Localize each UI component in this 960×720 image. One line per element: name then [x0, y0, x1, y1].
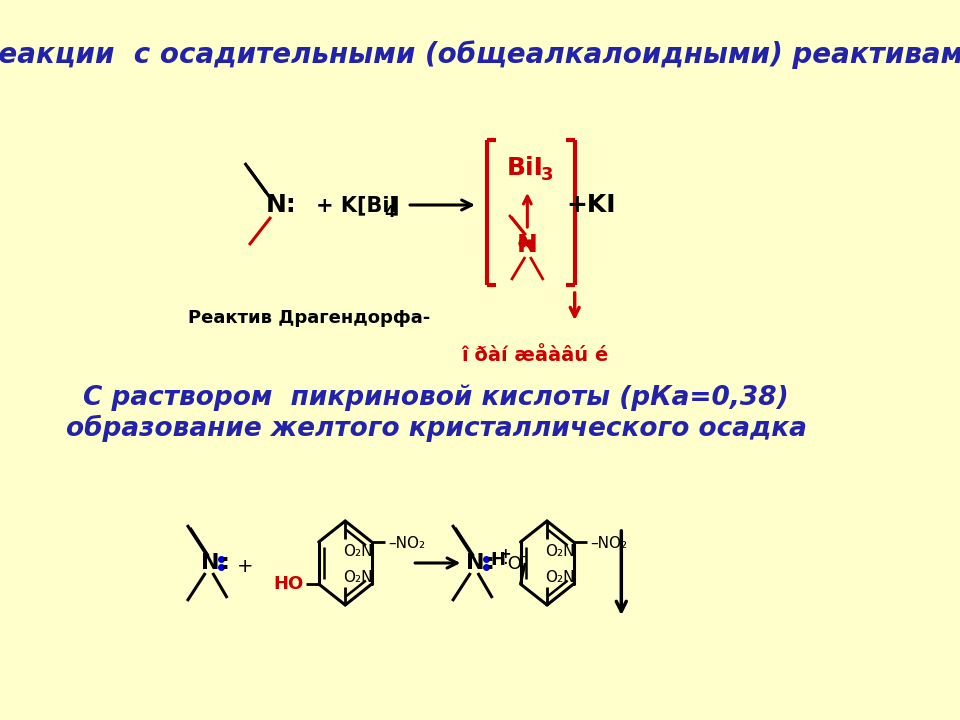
Text: 3: 3 [540, 166, 553, 184]
Text: + K[BiI: + K[BiI [316, 195, 397, 215]
Text: O₂N: O₂N [344, 544, 373, 559]
Text: H: H [491, 551, 506, 569]
Text: +KI: +KI [566, 193, 615, 217]
Text: O₂N: O₂N [344, 570, 373, 585]
Text: N: N [202, 553, 220, 573]
Text: N: N [467, 553, 485, 573]
Text: образование желтого кристаллического осадка: образование желтого кристаллического оса… [66, 415, 806, 441]
Text: N: N [516, 233, 538, 257]
Text: С раствором  пикриновой кислоты (рКа=0,38): С раствором пикриновой кислоты (рКа=0,38… [84, 384, 789, 411]
Text: î ðàí æåàâú é: î ðàí æåàâú é [461, 346, 609, 364]
Text: –NO₂: –NO₂ [589, 536, 627, 552]
Text: –: – [518, 549, 526, 564]
Text: –NO₂: –NO₂ [388, 536, 425, 552]
Text: :: : [486, 553, 494, 573]
Text: Реактив Драгендорфа-: Реактив Драгендорфа- [188, 309, 430, 327]
Text: BiI: BiI [507, 156, 543, 180]
Text: :: : [221, 553, 229, 573]
Text: HO: HO [273, 575, 303, 593]
Text: +: + [500, 547, 512, 561]
Text: N:: N: [266, 193, 297, 217]
Text: O₂N: O₂N [545, 544, 575, 559]
Text: ]: ] [390, 195, 399, 215]
Text: O₂N: O₂N [545, 570, 575, 585]
Text: ·O: ·O [502, 555, 522, 573]
Text: Реакции  с осадительными (общеалкалоидными) реактивами: Реакции с осадительными (общеалкалоидным… [0, 41, 960, 69]
Text: +: + [237, 557, 253, 575]
Text: 4: 4 [385, 204, 396, 220]
